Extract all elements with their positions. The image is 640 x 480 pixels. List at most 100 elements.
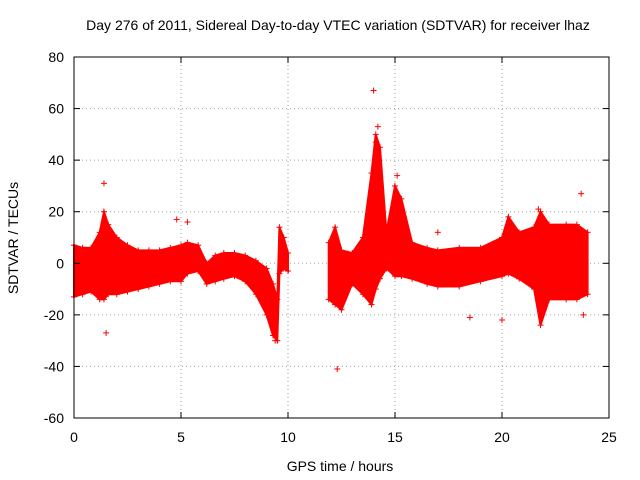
data-point <box>88 244 95 251</box>
chart-title: Day 276 of 2011, Sidereal Day-to-day VTE… <box>86 17 590 33</box>
data-point <box>434 247 441 254</box>
outlier-point <box>372 139 379 146</box>
data-point <box>124 242 131 249</box>
data-point <box>270 280 277 287</box>
outlier-point <box>100 180 107 187</box>
data-point <box>377 144 384 151</box>
data-point <box>325 239 332 246</box>
data-point <box>167 244 174 251</box>
data-point <box>242 252 249 259</box>
data-point <box>195 268 202 275</box>
data-point <box>332 301 339 308</box>
outlier-point <box>434 229 441 236</box>
data-point <box>584 291 591 298</box>
data-point <box>372 131 379 138</box>
outlier-point <box>499 317 505 324</box>
data-point <box>145 283 152 290</box>
y-tick-label: 40 <box>48 152 64 168</box>
y-tick-label: -60 <box>44 410 64 426</box>
data-point <box>220 249 227 256</box>
data-point <box>135 247 142 254</box>
data-point <box>531 224 538 231</box>
data-point <box>434 283 441 290</box>
data-point <box>79 291 86 298</box>
data-point <box>516 229 523 236</box>
data-point <box>231 273 238 280</box>
data-point <box>368 170 375 177</box>
y-tick-label: 0 <box>56 255 64 271</box>
data-point <box>203 280 210 287</box>
data-point <box>280 234 287 241</box>
data-point <box>156 280 163 287</box>
data-point <box>276 224 283 231</box>
data-point <box>325 296 332 303</box>
data-point <box>252 291 259 298</box>
x-tick-label: 5 <box>177 429 185 445</box>
data-point <box>477 278 484 285</box>
data-point <box>377 275 384 282</box>
y-tick-label: 60 <box>48 101 64 117</box>
data-point <box>220 275 227 282</box>
y-tick-label: -40 <box>44 358 64 374</box>
tick-layer: 0 5 10 15 20 25 -60 -40 -20 0 20 40 60 80 <box>44 49 617 445</box>
data-point <box>332 224 339 231</box>
data-point <box>145 247 152 254</box>
data-point <box>563 221 570 228</box>
y-axis-label: SDTVAR / TECUs <box>5 182 21 294</box>
data-point <box>285 268 291 275</box>
y-tick-label: -20 <box>44 307 64 323</box>
data-point <box>516 275 523 282</box>
data-point <box>88 288 95 295</box>
data-point <box>573 296 580 303</box>
outlier-point <box>578 190 585 197</box>
data-point <box>124 288 131 295</box>
data-point <box>531 286 538 293</box>
data-point <box>135 286 142 293</box>
data-point <box>105 221 112 228</box>
data-point <box>546 221 553 228</box>
data-point <box>96 229 103 236</box>
data-point <box>203 260 210 267</box>
data-point <box>537 322 544 329</box>
data-point <box>349 280 356 287</box>
x-tick-label: 15 <box>387 429 403 445</box>
data-point <box>270 332 277 339</box>
outlier-point <box>394 172 401 179</box>
data-point <box>156 247 163 254</box>
data-point <box>231 249 238 256</box>
data-point <box>499 234 505 241</box>
data-point <box>338 306 345 313</box>
data-point <box>105 291 112 298</box>
outlier-point <box>370 87 377 94</box>
data-point <box>584 229 591 236</box>
outlier-point <box>103 329 110 336</box>
x-tick-label: 25 <box>601 429 617 445</box>
data-point <box>392 273 398 280</box>
data-point <box>383 265 390 272</box>
data-point <box>573 221 580 228</box>
data-point <box>100 208 107 215</box>
data-point <box>505 213 512 220</box>
data-point <box>372 286 379 293</box>
data-point <box>349 249 356 256</box>
data-point <box>252 257 259 264</box>
data-point <box>398 273 405 280</box>
plot-frame <box>73 56 610 419</box>
data-point <box>383 229 390 236</box>
y-tick-label: 20 <box>48 204 64 220</box>
x-axis-label: GPS time / hours <box>287 458 394 474</box>
data-point <box>274 296 281 303</box>
data-point <box>359 291 366 298</box>
data-point <box>184 270 191 277</box>
x-tick-label: 0 <box>70 429 78 445</box>
data-point <box>368 301 375 308</box>
data-point <box>392 182 398 189</box>
data-point <box>263 265 270 272</box>
data-point <box>178 242 184 249</box>
outlier-point <box>184 219 191 226</box>
outlier-point <box>334 366 341 373</box>
data-point <box>546 296 553 303</box>
data-point <box>499 273 505 280</box>
data-point <box>409 239 416 246</box>
